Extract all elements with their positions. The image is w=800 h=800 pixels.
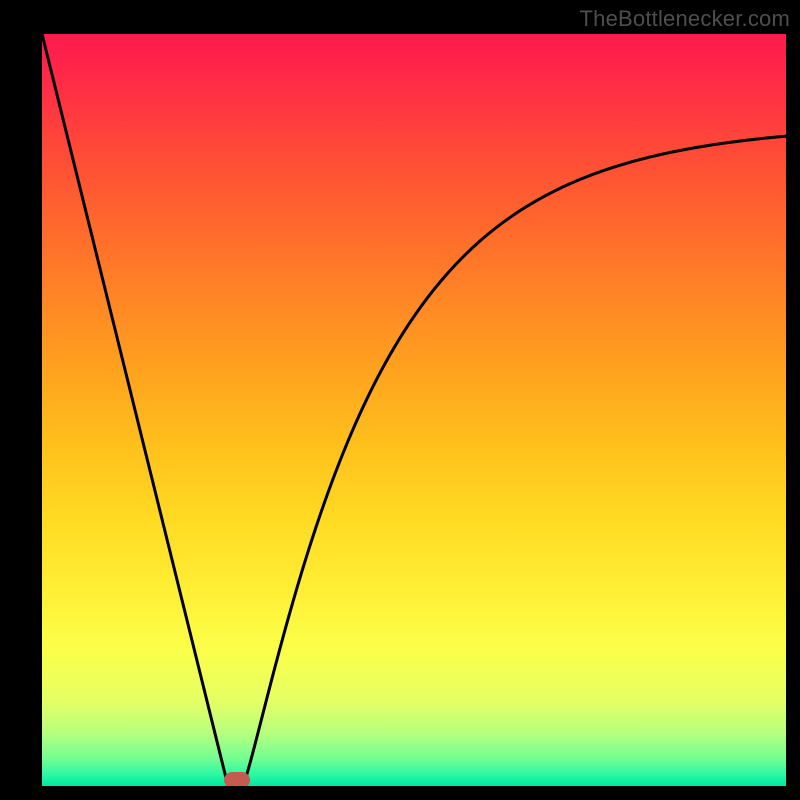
chart-stage: TheBottlenecker.com <box>0 0 800 800</box>
plot-frame <box>38 30 790 790</box>
watermark-text: TheBottlenecker.com <box>580 6 790 32</box>
